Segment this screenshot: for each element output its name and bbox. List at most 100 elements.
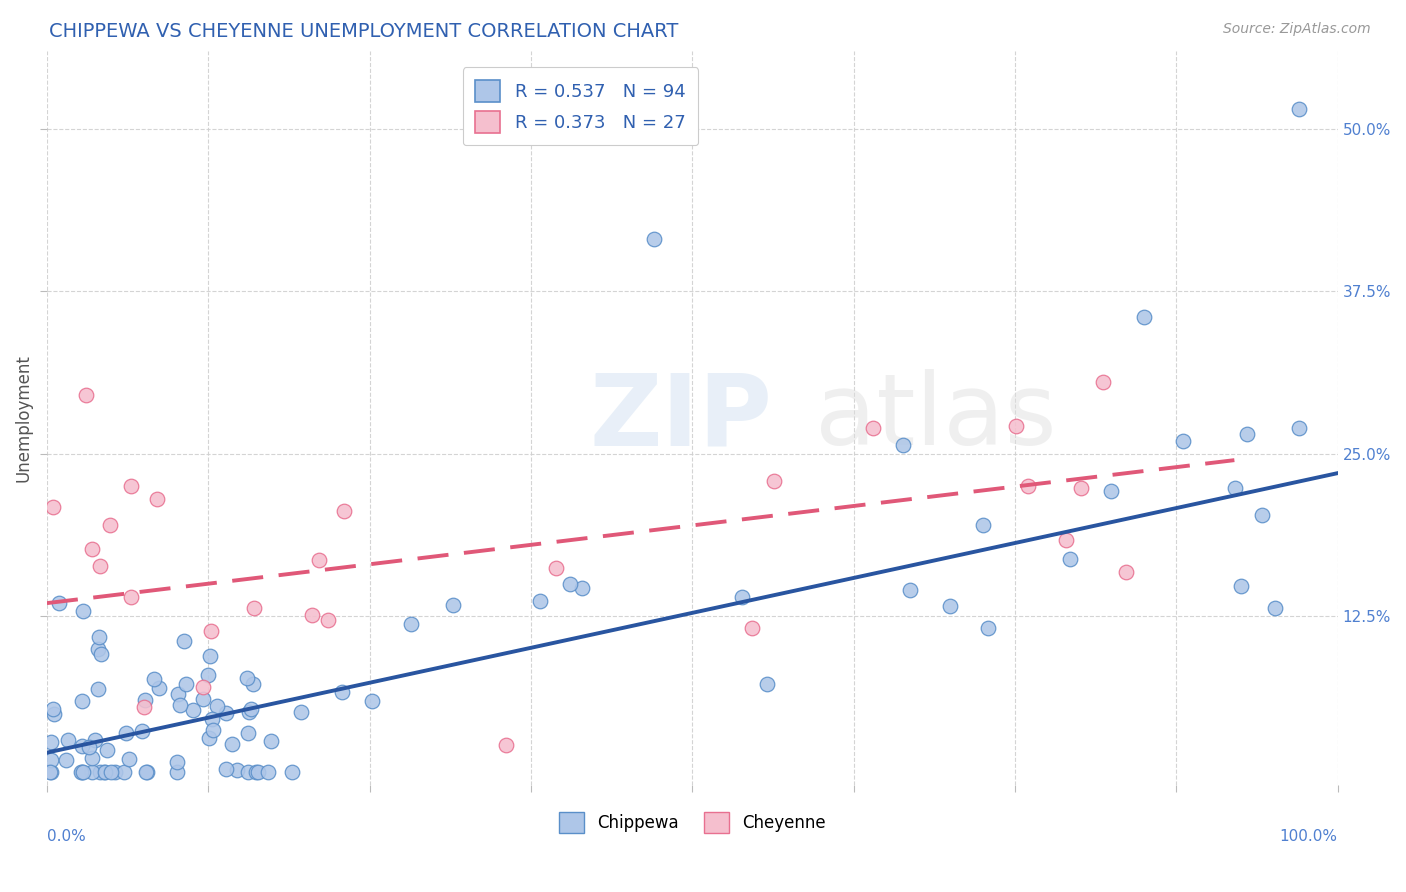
Point [236, 765, 259, 780]
Point [145, 492, 167, 507]
Point [205, 699, 228, 714]
Point [72, 765, 94, 780]
Point [70, 694, 93, 708]
Point [1230, 579, 1253, 593]
Point [238, 706, 260, 720]
Point [100, 765, 122, 780]
Point [643, 232, 665, 246]
Point [1171, 434, 1194, 448]
Point [197, 731, 219, 745]
Point [972, 518, 994, 533]
Point [174, 677, 197, 691]
Point [42, 706, 65, 721]
Point [247, 765, 270, 780]
Point [1288, 420, 1310, 434]
Point [1059, 552, 1081, 566]
Point [87, 682, 110, 697]
Point [131, 724, 153, 739]
Point [70, 739, 93, 753]
Point [134, 693, 156, 707]
Point [235, 671, 257, 685]
Point [96, 743, 118, 757]
Point [236, 725, 259, 739]
Point [544, 561, 567, 575]
Point [1288, 102, 1310, 116]
Point [441, 599, 464, 613]
Point [201, 723, 224, 738]
Point [104, 765, 127, 780]
Point [120, 479, 142, 493]
Point [77, 740, 100, 755]
Point [308, 553, 330, 567]
Point [181, 703, 204, 717]
Point [41, 500, 63, 514]
Point [571, 582, 593, 596]
Point [120, 591, 142, 605]
Text: ZIP: ZIP [589, 369, 772, 467]
Text: 100.0%: 100.0% [1279, 830, 1337, 844]
Point [226, 764, 249, 778]
Point [39, 735, 62, 749]
Point [115, 726, 138, 740]
Point [191, 692, 214, 706]
Point [257, 765, 280, 780]
Point [89, 558, 111, 573]
Point [166, 765, 188, 780]
Text: Source: ZipAtlas.com: Source: ZipAtlas.com [1223, 22, 1371, 37]
Point [862, 420, 884, 434]
Point [290, 705, 312, 719]
Point [495, 738, 517, 752]
Point [200, 624, 222, 638]
Point [242, 677, 264, 691]
Text: CHIPPEWA VS CHEYENNE UNEMPLOYMENT CORRELATION CHART: CHIPPEWA VS CHEYENNE UNEMPLOYMENT CORREL… [49, 22, 679, 41]
Point [977, 621, 1000, 635]
Point [731, 591, 754, 605]
Text: atlas: atlas [815, 369, 1056, 467]
Point [245, 765, 267, 780]
Point [755, 676, 778, 690]
Point [1264, 601, 1286, 615]
Point [148, 681, 170, 696]
Point [70, 765, 93, 780]
Point [72, 604, 94, 618]
Point [143, 672, 166, 686]
Point [240, 702, 263, 716]
Point [118, 752, 141, 766]
Point [242, 601, 264, 615]
Point [301, 608, 323, 623]
Point [221, 737, 243, 751]
Point [1054, 533, 1077, 547]
Point [1236, 427, 1258, 442]
Point [1070, 481, 1092, 495]
Point [48, 596, 70, 610]
Y-axis label: Unemployment: Unemployment [15, 354, 32, 482]
Point [361, 694, 384, 708]
Point [114, 765, 136, 780]
Point [75, 388, 97, 402]
Point [198, 649, 221, 664]
Point [1250, 508, 1272, 522]
Point [82, 765, 104, 780]
Point [135, 765, 157, 780]
Point [1091, 375, 1114, 389]
Point [136, 765, 159, 780]
Point [89, 765, 111, 780]
Point [39, 753, 62, 767]
Point [762, 474, 785, 488]
Point [330, 685, 353, 699]
Point [1115, 565, 1137, 579]
Point [84, 733, 107, 747]
Point [87, 630, 110, 644]
Point [316, 613, 339, 627]
Point [529, 594, 551, 608]
Point [94, 765, 117, 780]
Point [1004, 418, 1026, 433]
Point [166, 755, 188, 769]
Point [197, 668, 219, 682]
Point [333, 504, 356, 518]
Point [1223, 481, 1246, 495]
Point [1133, 310, 1156, 325]
Point [939, 599, 962, 614]
Point [1017, 479, 1039, 493]
Point [90, 648, 112, 662]
